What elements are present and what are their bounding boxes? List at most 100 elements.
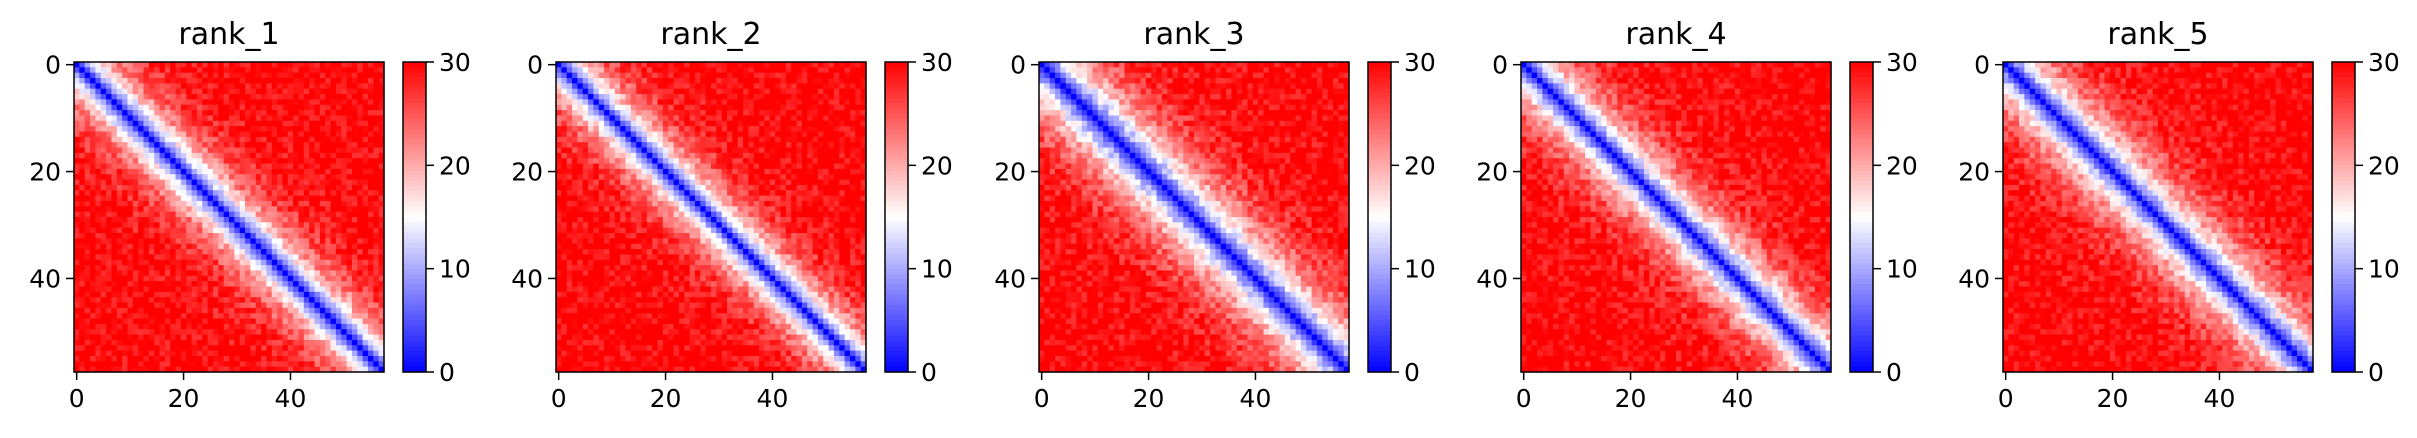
heatmap-cell bbox=[566, 168, 573, 175]
heatmap-cell bbox=[711, 136, 717, 143]
heatmap-cell bbox=[207, 152, 214, 159]
colorbar-segment bbox=[403, 103, 426, 110]
heatmap-cell bbox=[303, 286, 310, 293]
heatmap-cell bbox=[791, 179, 798, 186]
heatmap-cell bbox=[743, 104, 750, 111]
heatmap-cell bbox=[362, 158, 369, 165]
heatmap-cell bbox=[737, 131, 744, 138]
heatmap-cell bbox=[357, 62, 364, 68]
heatmap-cell bbox=[293, 227, 300, 234]
heatmap-cell bbox=[287, 147, 294, 154]
heatmap-cell bbox=[84, 318, 91, 325]
heatmap-cell bbox=[143, 158, 150, 165]
heatmap-cell bbox=[74, 72, 80, 79]
heatmap-cell bbox=[277, 120, 284, 127]
colorbar-frame bbox=[402, 61, 427, 373]
heatmap-cell bbox=[106, 334, 113, 341]
heatmap-cell bbox=[367, 94, 374, 101]
heatmap-cell bbox=[378, 72, 385, 79]
heatmap-cell bbox=[325, 249, 332, 256]
heatmap-cell bbox=[122, 222, 129, 229]
heatmap-cell bbox=[796, 120, 803, 127]
heatmap-cell bbox=[357, 222, 364, 229]
heatmap-cell bbox=[202, 270, 209, 277]
heatmap-cell bbox=[303, 270, 310, 277]
heatmap-cell bbox=[202, 152, 209, 159]
heatmap-cell bbox=[298, 339, 305, 346]
heatmap-cell bbox=[346, 147, 353, 154]
heatmap-cell bbox=[330, 254, 337, 261]
heatmap-cell bbox=[684, 168, 691, 175]
heatmap-cell bbox=[191, 217, 198, 223]
heatmap-cell bbox=[743, 158, 750, 165]
heatmap-cell bbox=[860, 147, 867, 154]
heatmap-cell bbox=[261, 115, 268, 122]
heatmap-cell bbox=[90, 238, 96, 245]
heatmap-cell bbox=[229, 179, 235, 186]
heatmap-cell bbox=[303, 313, 310, 320]
heatmap-cell bbox=[186, 174, 193, 181]
heatmap-cell bbox=[732, 179, 739, 186]
heatmap-cell bbox=[588, 72, 595, 79]
heatmap-cell bbox=[170, 131, 177, 138]
heatmap-cell bbox=[727, 136, 733, 143]
heatmap-cell bbox=[159, 307, 166, 314]
heatmap-cell bbox=[111, 174, 118, 181]
heatmap-cell bbox=[245, 62, 251, 68]
heatmap-cell bbox=[74, 238, 80, 245]
heatmap-cell bbox=[175, 222, 182, 229]
heatmap-cell bbox=[330, 94, 337, 101]
heatmap-cell bbox=[367, 217, 374, 223]
colorbar-segment bbox=[403, 191, 426, 197]
heatmap-cell bbox=[678, 190, 685, 197]
heatmap-cell bbox=[287, 275, 294, 282]
heatmap-cell bbox=[694, 147, 701, 154]
heatmap-cell bbox=[561, 94, 568, 101]
heatmap-cell bbox=[191, 94, 198, 101]
heatmap-cell bbox=[84, 217, 91, 223]
heatmap-cell bbox=[191, 249, 198, 256]
heatmap-cell bbox=[319, 72, 326, 79]
heatmap-cell bbox=[164, 345, 171, 352]
heatmap-cell bbox=[234, 72, 241, 79]
heatmap-cell bbox=[127, 318, 134, 325]
heatmap-cell bbox=[207, 211, 214, 218]
heatmap-cell bbox=[100, 313, 107, 320]
heatmap-cell bbox=[180, 313, 187, 320]
heatmap-cell bbox=[319, 184, 326, 191]
heatmap-cell bbox=[106, 233, 113, 239]
heatmap-cell bbox=[614, 142, 621, 149]
heatmap-cell bbox=[330, 345, 337, 352]
heatmap-cell bbox=[849, 184, 856, 191]
heatmap-cell bbox=[116, 329, 123, 336]
heatmap-cell bbox=[79, 345, 86, 352]
heatmap-cell bbox=[753, 195, 760, 202]
heatmap-cell bbox=[817, 62, 824, 68]
heatmap-cell bbox=[111, 94, 118, 101]
heatmap-cell bbox=[122, 366, 129, 373]
heatmap-cell bbox=[566, 190, 573, 197]
heatmap-cell bbox=[646, 158, 653, 165]
heatmap-cell bbox=[566, 184, 573, 191]
heatmap-cell bbox=[330, 265, 337, 272]
heatmap-cell bbox=[148, 227, 155, 234]
heatmap-cell bbox=[106, 345, 113, 352]
heatmap-cell bbox=[234, 195, 241, 202]
heatmap-cell bbox=[95, 99, 102, 106]
heatmap-cell bbox=[796, 94, 803, 101]
colorbar-segment bbox=[403, 361, 426, 368]
heatmap-cell bbox=[79, 297, 86, 304]
heatmap-cell bbox=[577, 152, 584, 159]
heatmap-cell bbox=[175, 233, 182, 239]
heatmap-cell bbox=[346, 345, 353, 352]
heatmap-cell bbox=[116, 297, 123, 304]
heatmap-cell bbox=[245, 222, 251, 229]
colorbar-segment bbox=[403, 108, 426, 115]
heatmap-cell bbox=[250, 238, 257, 245]
heatmap-cell bbox=[223, 99, 230, 106]
heatmap-cell bbox=[705, 163, 712, 170]
heatmap-cell bbox=[245, 115, 251, 122]
heatmap-cell bbox=[373, 302, 380, 309]
heatmap-cell bbox=[266, 355, 273, 362]
heatmap-cell bbox=[175, 78, 182, 84]
